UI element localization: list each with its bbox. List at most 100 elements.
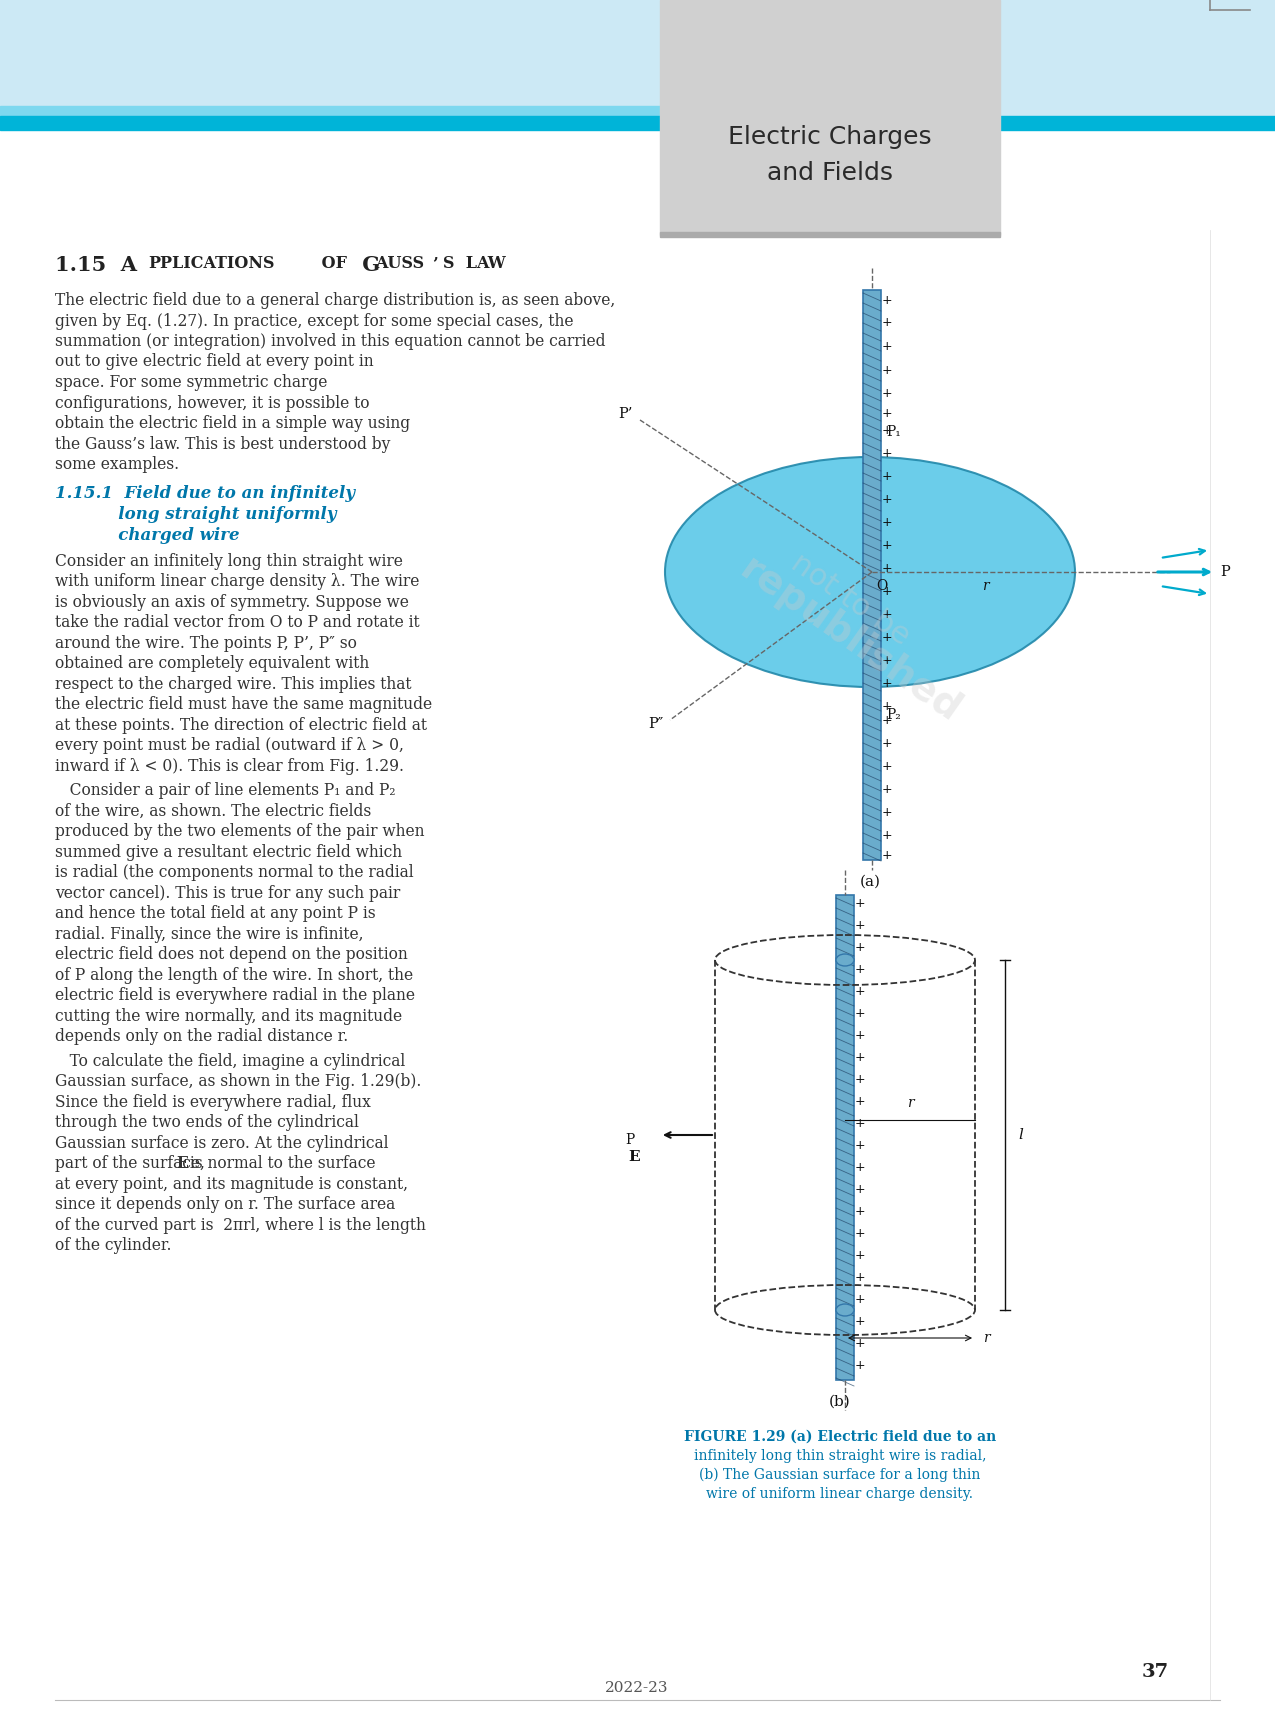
Text: out to give electric field at every point in: out to give electric field at every poin… (55, 354, 374, 371)
Text: +: + (882, 805, 892, 819)
Text: +: + (856, 896, 866, 910)
Ellipse shape (836, 1305, 854, 1317)
Text: +: + (882, 386, 892, 400)
Text: obtained are completely equivalent with: obtained are completely equivalent with (55, 655, 370, 672)
Bar (1000, 116, 1275, 130)
Text: +: + (856, 1293, 866, 1305)
Text: 2022-23: 2022-23 (606, 1681, 669, 1695)
Text: To calculate the field, imagine a cylindrical: To calculate the field, imagine a cylind… (55, 1052, 405, 1069)
Text: P″: P″ (648, 716, 663, 730)
Text: +: + (856, 1271, 866, 1284)
Text: l: l (1017, 1129, 1023, 1142)
Text: +: + (882, 539, 892, 552)
Bar (0, 106, 660, 116)
Text: +: + (882, 294, 892, 306)
Text: +: + (882, 424, 892, 436)
Text: +: + (882, 446, 892, 460)
Text: +: + (882, 653, 892, 667)
Text: electric field is everywhere radial in the plane: electric field is everywhere radial in t… (55, 987, 414, 1004)
Text: +: + (882, 585, 892, 597)
Text: space. For some symmetric charge: space. For some symmetric charge (55, 374, 328, 392)
Bar (0, 0, 1275, 120)
Text: +: + (856, 1315, 866, 1327)
Text: long straight uniformly: long straight uniformly (55, 506, 337, 523)
Bar (0, 116, 660, 130)
Text: produced by the two elements of the pair when: produced by the two elements of the pair… (55, 823, 425, 840)
Text: +: + (882, 677, 892, 689)
Text: P’: P’ (618, 407, 632, 421)
Text: 1.15  A: 1.15 A (55, 255, 136, 275)
Text: (a): (a) (859, 876, 881, 889)
Text: electric field does not depend on the position: electric field does not depend on the po… (55, 946, 408, 963)
Text: P: P (626, 1134, 635, 1147)
Text: +: + (882, 699, 892, 713)
Text: summation (or integration) involved in this equation cannot be carried: summation (or integration) involved in t… (55, 333, 606, 351)
Text: (b) The Gaussian surface for a long thin: (b) The Gaussian surface for a long thin (699, 1467, 980, 1483)
Text: +: + (856, 1161, 866, 1173)
Text: some examples.: some examples. (55, 457, 179, 474)
Text: +: + (882, 607, 892, 621)
Text: vector cancel). This is true for any such pair: vector cancel). This is true for any suc… (55, 884, 400, 901)
Text: respect to the charged wire. This implies that: respect to the charged wire. This implie… (55, 675, 412, 693)
Text: at every point, and its magnitude is constant,: at every point, and its magnitude is con… (55, 1175, 408, 1192)
Text: +: + (882, 364, 892, 376)
Text: take the radial vector from O to P and rotate it: take the radial vector from O to P and r… (55, 614, 419, 631)
Text: +: + (882, 492, 892, 506)
Text: +: + (882, 829, 892, 841)
Text: OF: OF (316, 255, 347, 272)
Text: +: + (882, 783, 892, 795)
Text: 37: 37 (1141, 1664, 1169, 1681)
Text: not to be: not to be (785, 549, 915, 652)
Text: +: + (882, 407, 892, 419)
Text: Since the field is everywhere radial, flux: Since the field is everywhere radial, fl… (55, 1093, 371, 1110)
Text: G: G (354, 255, 380, 275)
Text: every point must be radial (outward if λ > 0,: every point must be radial (outward if λ… (55, 737, 404, 754)
Text: +: + (882, 470, 892, 482)
Text: +: + (856, 1204, 866, 1218)
Text: configurations, however, it is possible to: configurations, however, it is possible … (55, 395, 370, 412)
Text: +: + (856, 1072, 866, 1086)
Text: of the cylinder.: of the cylinder. (55, 1236, 172, 1253)
Text: infinitely long thin straight wire is radial,: infinitely long thin straight wire is ra… (694, 1448, 987, 1464)
Text: +: + (882, 713, 892, 727)
Text: +: + (856, 1358, 866, 1371)
Ellipse shape (666, 457, 1075, 687)
Text: +: + (856, 1248, 866, 1262)
Text: r: r (983, 1330, 989, 1346)
Text: obtain the electric field in a simple way using: obtain the electric field in a simple wa… (55, 416, 411, 433)
Text: of the wire, as shown. The electric fields: of the wire, as shown. The electric fiel… (55, 802, 371, 819)
Text: the Gauss’s law. This is best understood by: the Gauss’s law. This is best understood… (55, 436, 390, 453)
Text: P₁: P₁ (886, 426, 900, 439)
Text: +: + (882, 759, 892, 773)
Text: +: + (856, 941, 866, 954)
Text: is obviously an axis of symmetry. Suppose we: is obviously an axis of symmetry. Suppos… (55, 593, 409, 610)
Text: republished: republished (732, 549, 968, 730)
Text: Gaussian surface is zero. At the cylindrical: Gaussian surface is zero. At the cylindr… (55, 1134, 389, 1151)
Bar (660, 233, 1000, 238)
Text: PPLICATIONS: PPLICATIONS (148, 255, 274, 272)
Text: and hence the total field at any point P is: and hence the total field at any point P… (55, 905, 376, 922)
Text: +: + (856, 1337, 866, 1349)
Text: +: + (856, 918, 866, 932)
Text: radial. Finally, since the wire is infinite,: radial. Finally, since the wire is infin… (55, 925, 363, 942)
Text: Electric Charges
and Fields: Electric Charges and Fields (728, 125, 932, 185)
Text: wire of uniform linear charge density.: wire of uniform linear charge density. (706, 1488, 974, 1501)
Text: P₂: P₂ (886, 708, 901, 722)
Text: The electric field due to a general charge distribution is, as seen above,: The electric field due to a general char… (55, 292, 616, 310)
Text: AW: AW (476, 255, 506, 272)
Text: +: + (882, 515, 892, 528)
Text: +: + (856, 963, 866, 975)
Text: +: + (856, 1007, 866, 1019)
Text: +: + (882, 737, 892, 749)
Text: charged wire: charged wire (55, 527, 240, 544)
Bar (660, 0, 1000, 234)
Text: O: O (876, 580, 887, 593)
Text: given by Eq. (1.27). In practice, except for some special cases, the: given by Eq. (1.27). In practice, except… (55, 313, 574, 330)
Bar (836, 894, 854, 1380)
Text: P: P (1220, 564, 1230, 580)
Text: +: + (856, 1183, 866, 1195)
Text: 1.15.1  Field due to an infinitely: 1.15.1 Field due to an infinitely (55, 484, 354, 501)
Text: +: + (882, 631, 892, 643)
Text: +: + (856, 1117, 866, 1130)
Text: r: r (907, 1096, 913, 1110)
